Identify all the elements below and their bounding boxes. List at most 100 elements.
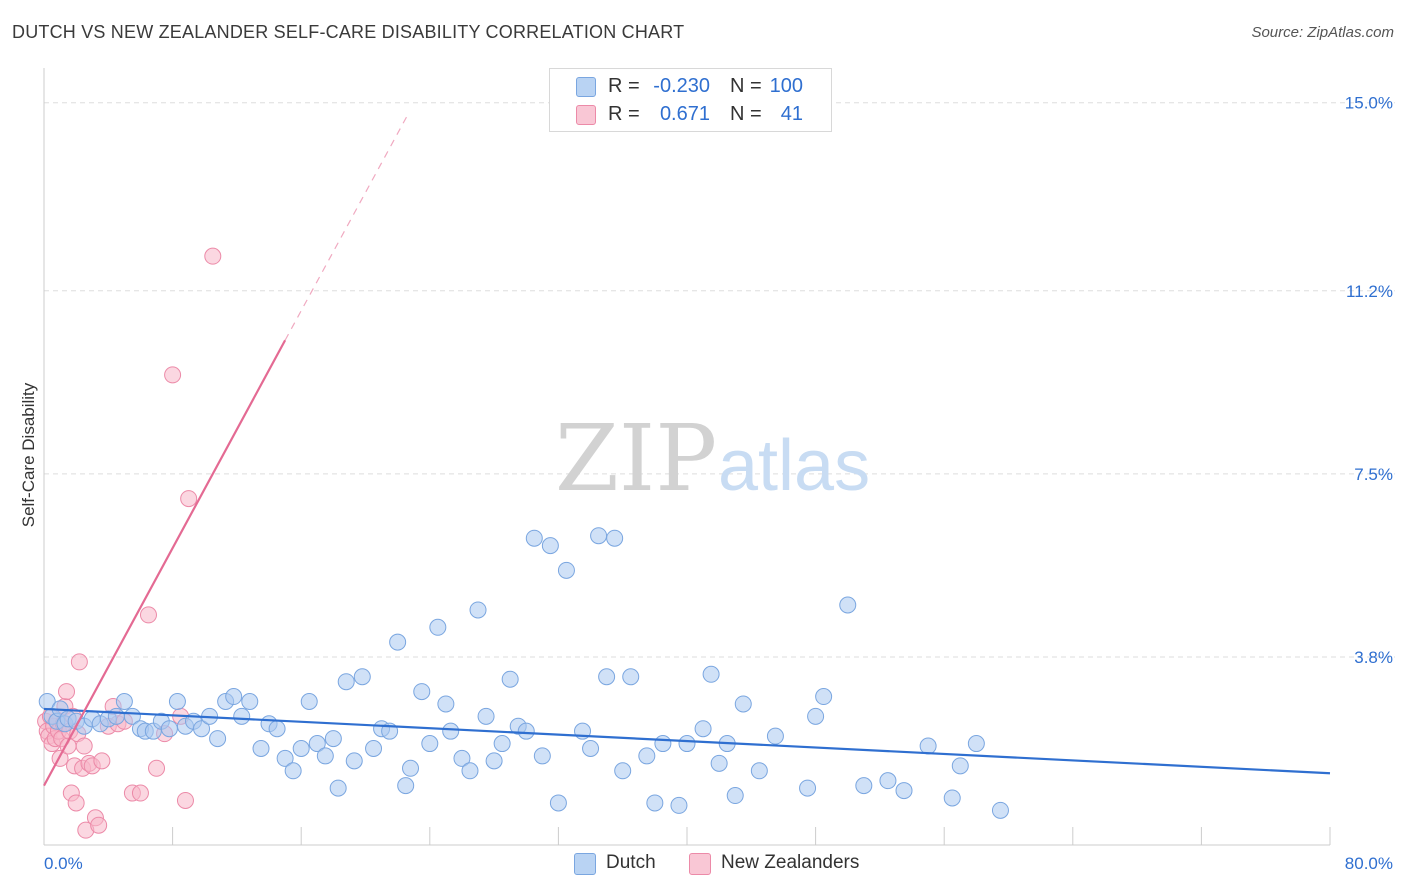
r-value: -0.230: [653, 75, 710, 97]
dutch-swatch: [576, 77, 596, 97]
series-new-zealanders-points: [37, 247, 222, 839]
data-point-new-zealanders: [70, 653, 88, 671]
chart-title: DUTCH VS NEW ZEALANDER SELF-CARE DISABIL…: [12, 22, 685, 42]
y-axis-label: Self-Care Disability: [19, 382, 38, 527]
data-point-dutch: [437, 695, 455, 713]
data-point-dutch: [485, 752, 503, 770]
data-point-dutch: [991, 801, 1009, 819]
data-point-dutch: [276, 749, 294, 767]
data-point-new-zealanders: [67, 794, 85, 812]
data-point-dutch: [879, 772, 897, 790]
data-point-dutch: [284, 762, 302, 780]
data-point-dutch: [839, 596, 857, 614]
data-point-dutch: [453, 749, 471, 767]
data-point-dutch: [413, 683, 431, 701]
data-point-dutch: [115, 692, 133, 710]
data-point-dutch: [702, 665, 720, 683]
y-tick-label: 11.2%: [1346, 282, 1393, 301]
x-tick-label: 80.0%: [1345, 854, 1393, 873]
data-point-new-zealanders: [93, 752, 111, 770]
data-point-dutch: [365, 740, 383, 758]
tick-labels: 3.8% 7.5% 11.2% 15.0% 0.0% 80.0%: [44, 94, 1393, 873]
data-point-dutch: [300, 692, 318, 710]
data-point-dutch: [268, 720, 286, 738]
data-point-dutch: [525, 529, 543, 547]
data-point-dutch: [750, 762, 768, 780]
data-point-new-zealanders: [176, 791, 194, 809]
data-point-dutch: [168, 692, 186, 710]
data-point-dutch: [292, 740, 310, 758]
data-point-dutch: [493, 735, 511, 753]
data-point-dutch: [638, 747, 656, 765]
data-point-new-zealanders: [204, 247, 222, 265]
data-point-dutch: [337, 673, 355, 691]
chart-source: Source: ZipAtlas.com: [1251, 24, 1394, 41]
data-point-dutch: [951, 757, 969, 775]
data-point-new-zealanders: [164, 366, 182, 384]
data-point-dutch: [815, 688, 833, 706]
data-point-dutch: [442, 722, 460, 740]
data-point-dutch: [421, 735, 439, 753]
legend-label-dutch: Dutch: [606, 852, 656, 873]
legend-row-new-zealanders: R = 0.671 N = 41: [550, 101, 831, 129]
y-tick-label: 15.0%: [1345, 94, 1393, 113]
data-point-dutch: [590, 527, 608, 545]
y-tick-label: 7.5%: [1354, 465, 1393, 484]
trend-lines: [43, 112, 1331, 787]
grid-lines: [44, 102, 1395, 658]
n-label: N =: [730, 75, 762, 97]
new-zealanders-swatch: [576, 105, 596, 125]
x-tick-label: 0.0%: [44, 854, 83, 873]
r-label: R =: [608, 103, 640, 125]
watermark-zip: ZIP: [555, 405, 717, 512]
data-point-dutch: [389, 633, 407, 651]
data-point-new-zealanders: [139, 606, 157, 624]
data-point-dutch: [549, 794, 567, 812]
data-point-dutch: [209, 730, 227, 748]
data-point-dutch: [919, 737, 937, 755]
data-point-dutch: [193, 720, 211, 738]
data-point-dutch: [670, 796, 688, 814]
n-value: 41: [780, 103, 803, 125]
n-label: N =: [730, 103, 762, 125]
data-point-dutch: [807, 707, 825, 725]
data-point-dutch: [324, 730, 342, 748]
data-point-dutch: [501, 670, 519, 688]
data-point-dutch: [598, 668, 616, 686]
data-point-dutch: [241, 692, 259, 710]
data-point-dutch: [329, 779, 347, 797]
data-point-new-zealanders: [148, 759, 166, 777]
data-point-dutch: [710, 754, 728, 772]
new-zealanders-swatch: [689, 853, 711, 875]
n-value: 100: [769, 75, 803, 97]
watermark-atlas: atlas: [718, 426, 870, 506]
r-value: 0.671: [659, 103, 710, 125]
data-point-dutch: [678, 735, 696, 753]
data-point-new-zealanders: [90, 816, 108, 834]
data-point-new-zealanders: [75, 737, 93, 755]
dutch-swatch: [574, 853, 596, 875]
data-point-dutch: [517, 722, 535, 740]
legend-label-new-zealanders: New Zealanders: [721, 852, 860, 873]
data-point-dutch: [943, 789, 961, 807]
data-point-dutch: [734, 695, 752, 713]
data-point-dutch: [225, 688, 243, 706]
watermark: ZIP atlas: [555, 405, 870, 512]
data-point-dutch: [967, 735, 985, 753]
data-point-dutch: [726, 787, 744, 805]
data-point-new-zealanders: [180, 490, 198, 508]
data-point-dutch: [622, 668, 640, 686]
legend-row-dutch: R = -0.230 N = 100: [550, 73, 831, 101]
data-point-dutch: [646, 794, 664, 812]
data-point-dutch: [107, 707, 125, 725]
data-point-dutch: [541, 537, 559, 555]
data-point-dutch: [233, 707, 251, 725]
data-point-dutch: [799, 779, 817, 797]
data-point-dutch: [461, 762, 479, 780]
series-dutch-points: [38, 527, 1009, 819]
data-point-dutch: [345, 752, 363, 770]
data-point-dutch: [477, 707, 495, 725]
data-point-dutch: [469, 601, 487, 619]
data-point-dutch: [402, 759, 420, 777]
